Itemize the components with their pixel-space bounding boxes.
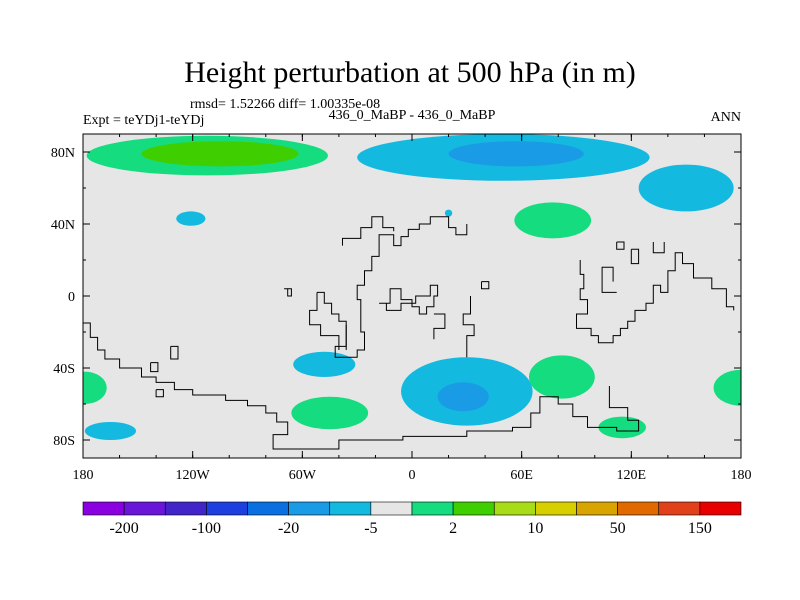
colorbar-swatch [123,501,166,516]
colorbar-swatch [617,501,660,516]
y-tick-label: 40N [51,218,75,233]
colorbar-label: -100 [192,520,221,537]
colorbar-swatch [411,501,454,516]
x-tick-label: 0 [409,468,416,483]
coastline-14 [342,216,395,246]
colorbar-swatch [452,501,495,516]
coastline-9 [576,252,735,344]
x-tick-label: 120E [617,468,647,483]
coastlines [83,216,735,450]
coastline-3 [317,216,468,358]
experiment-label: Expt = teYDj1-teYDj [83,113,204,128]
coastline-2 [150,362,159,373]
anomaly-south-atlantic-negative [293,351,356,377]
axis-ticks: 180 120W 60W 0 60E 120E 180 80N 40N 0 40S 80S [51,134,752,483]
y-tick-label: 80N [51,146,75,161]
case-label: 436_0_MaBP - 436_0_MaBP [329,108,496,123]
colorbar-label: 2 [449,520,457,537]
coastline-10 [601,266,617,293]
colorbar-swatch [206,501,248,516]
colorbar-swatch [658,501,701,516]
coastline-1 [170,345,179,360]
y-tick-label: 80S [53,434,75,449]
anomaly-core-arctic-west-positive [141,141,299,167]
coastline-8 [462,296,475,358]
colorbar-swatch [535,501,577,516]
x-tick-label: 180 [731,468,752,483]
coastline-13 [652,242,665,254]
colorbar-swatch [247,501,289,516]
coastline-5 [284,288,292,297]
coastline-4 [309,292,340,350]
x-tick-label: 180 [73,468,94,483]
coastline-0 [83,322,640,450]
anomaly-australia-south-positive [598,416,646,439]
colorbar-label: 50 [610,520,626,537]
coastline-6 [379,284,439,315]
anomaly-core-south-africa-negative [437,382,489,412]
colorbar-label: 10 [527,520,543,537]
anomaly-indian-ocean-positive [528,355,595,399]
x-tick-label: 60W [289,468,317,483]
colorbar-swatch [493,501,536,516]
y-tick-label: 0 [68,290,75,305]
coastline-17 [481,281,490,290]
colorbar-swatch [288,501,331,516]
anomaly-east-pacific-positive [713,369,741,406]
y-tick-label: 40S [53,362,75,377]
season-label: ANN [711,110,741,125]
stats-label: rmsd= 1.52266 diff= 1.00335e-08 [190,97,380,112]
coastline-12 [616,241,625,250]
colorbar-swatch [370,501,413,516]
coastline-11 [630,248,640,265]
anomaly-core-arctic-east-negative [448,141,584,167]
colorbar-swatch [164,501,207,516]
anomaly-atlantic-small-negative [444,209,453,217]
colorbar-label: -20 [278,520,299,537]
anomaly-north-pacific-negative [176,211,206,226]
anomaly-west-pacific-negative [84,422,137,440]
colorbar-swatch [576,501,618,516]
colorbar-label: -200 [109,520,138,537]
anomaly-central-asia-positive [514,202,592,239]
anomaly-west-pacific-positive-a [83,371,107,404]
colorbar: -200 -100 -20 -5 2 10 50 150 [82,501,742,537]
x-tick-label: 60E [510,468,533,483]
colorbar-swatch [82,501,125,516]
coastline-7 [433,313,446,340]
x-tick-label: 120W [176,468,211,483]
anomaly-east-siberia-negative [638,164,734,212]
anomaly-contours [83,134,741,440]
colorbar-label: -5 [364,520,377,537]
anomaly-south-atlantic-positive [291,396,369,430]
colorbar-swatch [699,501,742,516]
coastline-16 [155,389,164,398]
chart-title: Height perturbation at 500 hPa (in m) [184,56,636,89]
colorbar-label: 150 [688,520,712,537]
colorbar-swatch [329,501,372,516]
